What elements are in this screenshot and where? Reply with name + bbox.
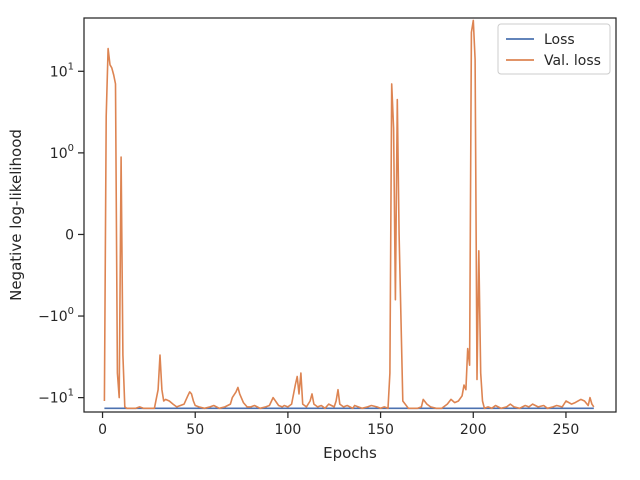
y-tick-label: 100 (50, 143, 74, 162)
plot-frame (83, 17, 617, 413)
series-line-2 (103, 19, 595, 410)
x-tick-label: 100 (275, 422, 302, 438)
x-tick-label: 200 (460, 422, 487, 438)
legend-label: Loss (544, 32, 575, 48)
x-tick-label: 150 (367, 422, 394, 438)
x-axis: 0 50 100 150 200 250 (98, 412, 579, 438)
x-axis-label: Epochs (323, 444, 377, 462)
y-tick-label: 0 (65, 227, 74, 243)
y-tick-label: −100 (38, 306, 74, 325)
x-tick-label: 250 (553, 422, 580, 438)
series-layer (103, 19, 595, 410)
x-tick-label: 0 (98, 422, 107, 438)
y-tick-label: −101 (38, 388, 74, 407)
legend-label: Val. loss (544, 53, 601, 69)
legend-box (497, 23, 611, 75)
y-tick-label: 101 (50, 61, 74, 80)
y-axis: −101 −100 0 100 101 (38, 61, 84, 407)
y-axis-label: Negative log-likelihood (7, 129, 25, 301)
x-tick-label: 50 (186, 422, 204, 438)
legend: Loss Val. loss (497, 23, 611, 75)
